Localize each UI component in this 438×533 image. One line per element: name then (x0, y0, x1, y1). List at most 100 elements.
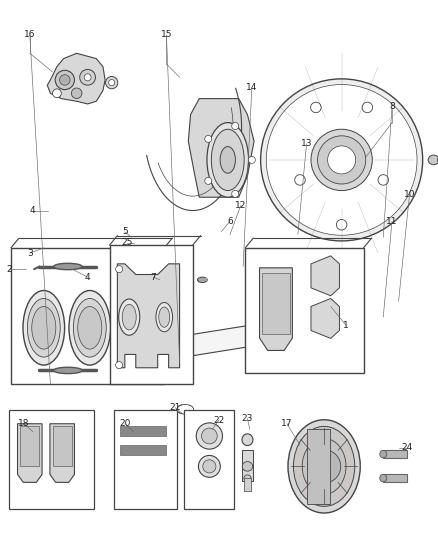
Text: 21: 21 (170, 403, 181, 412)
Circle shape (266, 85, 417, 235)
Ellipse shape (288, 420, 360, 513)
Ellipse shape (156, 303, 173, 332)
Text: 4: 4 (30, 206, 35, 215)
Ellipse shape (244, 475, 251, 481)
Bar (110, 245, 193, 384)
Text: 4: 4 (85, 273, 90, 281)
Ellipse shape (78, 306, 102, 349)
Ellipse shape (159, 307, 170, 327)
Ellipse shape (211, 130, 244, 191)
Circle shape (205, 177, 212, 184)
Circle shape (119, 290, 135, 306)
Circle shape (198, 455, 220, 478)
Bar (9, 410, 94, 509)
Ellipse shape (122, 304, 136, 330)
Ellipse shape (207, 123, 249, 197)
Polygon shape (20, 426, 39, 466)
Text: 24: 24 (402, 443, 413, 452)
Ellipse shape (69, 290, 110, 365)
Ellipse shape (73, 298, 106, 357)
Ellipse shape (380, 450, 387, 458)
Polygon shape (18, 424, 42, 482)
Polygon shape (262, 273, 290, 334)
Ellipse shape (198, 277, 207, 282)
Polygon shape (307, 429, 330, 504)
Polygon shape (259, 268, 293, 351)
Polygon shape (53, 426, 72, 466)
Circle shape (201, 428, 217, 444)
Text: 5: 5 (122, 228, 128, 236)
Bar (11, 248, 164, 384)
Ellipse shape (53, 367, 82, 374)
Ellipse shape (242, 462, 253, 471)
Text: 7: 7 (150, 273, 156, 281)
Polygon shape (311, 256, 339, 296)
Circle shape (106, 76, 118, 89)
Bar (245, 248, 364, 373)
Polygon shape (311, 298, 339, 338)
Polygon shape (18, 309, 350, 384)
Text: 12: 12 (235, 201, 247, 209)
Polygon shape (50, 424, 74, 482)
Circle shape (232, 190, 239, 197)
Polygon shape (47, 53, 105, 104)
Circle shape (116, 265, 123, 273)
Ellipse shape (27, 298, 60, 357)
Circle shape (196, 423, 223, 449)
Bar (242, 450, 253, 481)
Text: 16: 16 (24, 30, 35, 39)
Text: 17: 17 (281, 419, 293, 428)
Circle shape (186, 406, 193, 413)
Circle shape (318, 136, 366, 184)
Ellipse shape (380, 474, 387, 482)
Circle shape (123, 294, 131, 303)
Bar (120, 426, 166, 436)
Text: 3: 3 (27, 249, 33, 257)
Text: 20: 20 (119, 419, 131, 428)
Bar (120, 445, 166, 455)
Ellipse shape (428, 155, 438, 165)
Text: 8: 8 (389, 102, 395, 111)
Bar (383, 474, 407, 482)
Circle shape (203, 460, 216, 473)
Circle shape (311, 129, 372, 191)
Text: 13: 13 (301, 140, 312, 148)
Text: 6: 6 (227, 217, 233, 225)
Circle shape (80, 69, 95, 85)
Text: 23: 23 (242, 414, 253, 423)
Ellipse shape (220, 147, 236, 173)
Circle shape (60, 75, 70, 85)
Ellipse shape (23, 290, 65, 365)
Circle shape (205, 135, 212, 142)
Circle shape (109, 79, 115, 86)
Text: 14: 14 (246, 84, 258, 92)
Bar (244, 478, 251, 491)
Circle shape (362, 102, 373, 112)
Ellipse shape (242, 434, 253, 446)
Ellipse shape (177, 405, 194, 414)
Text: 1: 1 (343, 321, 349, 329)
Polygon shape (117, 264, 180, 368)
Bar (184, 410, 234, 509)
Circle shape (248, 156, 255, 164)
Polygon shape (188, 99, 254, 197)
Circle shape (295, 175, 305, 185)
Circle shape (71, 88, 82, 99)
Circle shape (55, 70, 74, 90)
Circle shape (261, 79, 423, 241)
Ellipse shape (119, 299, 140, 335)
Circle shape (328, 146, 356, 174)
Bar (114, 410, 177, 509)
Text: 15: 15 (161, 30, 172, 39)
Ellipse shape (53, 263, 82, 270)
Circle shape (336, 220, 347, 230)
Circle shape (232, 123, 239, 130)
Text: 22: 22 (213, 416, 225, 424)
Circle shape (378, 175, 389, 185)
Bar (383, 450, 407, 458)
Ellipse shape (302, 438, 346, 495)
Circle shape (311, 102, 321, 112)
Circle shape (177, 405, 186, 414)
Ellipse shape (32, 306, 56, 349)
Ellipse shape (293, 426, 355, 506)
